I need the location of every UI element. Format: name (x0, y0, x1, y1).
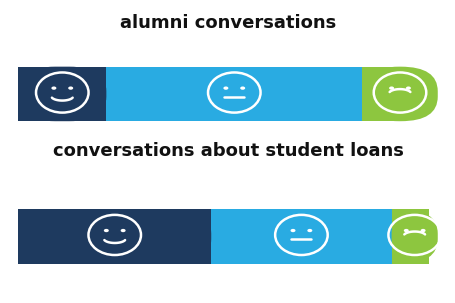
Circle shape (420, 229, 425, 232)
Text: conversations about student loans: conversations about student loans (52, 142, 403, 161)
Circle shape (388, 86, 393, 90)
Bar (106, 67, 361, 121)
Circle shape (290, 229, 295, 232)
Circle shape (403, 229, 408, 232)
FancyBboxPatch shape (391, 209, 437, 264)
Text: 46%: 46% (96, 267, 133, 282)
FancyBboxPatch shape (18, 67, 106, 121)
Text: alumni conversations: alumni conversations (120, 14, 335, 32)
Circle shape (223, 86, 228, 90)
Text: 61%: 61% (216, 124, 252, 139)
FancyBboxPatch shape (18, 209, 211, 264)
Bar (18, 209, 211, 264)
Circle shape (51, 86, 56, 90)
Bar (69, 67, 106, 121)
Text: 18%: 18% (381, 124, 417, 139)
Circle shape (68, 86, 73, 90)
Circle shape (240, 86, 245, 90)
Bar (211, 209, 391, 264)
Bar (361, 67, 398, 121)
Circle shape (121, 229, 126, 232)
Circle shape (104, 229, 109, 232)
Text: 21%: 21% (44, 124, 81, 139)
Text: 43%: 43% (283, 267, 319, 282)
Circle shape (405, 86, 410, 90)
Circle shape (307, 229, 312, 232)
Bar (391, 209, 428, 264)
FancyBboxPatch shape (361, 67, 437, 121)
Bar (18, 67, 106, 121)
Text: 11%: 11% (396, 267, 432, 282)
Bar (174, 209, 211, 264)
